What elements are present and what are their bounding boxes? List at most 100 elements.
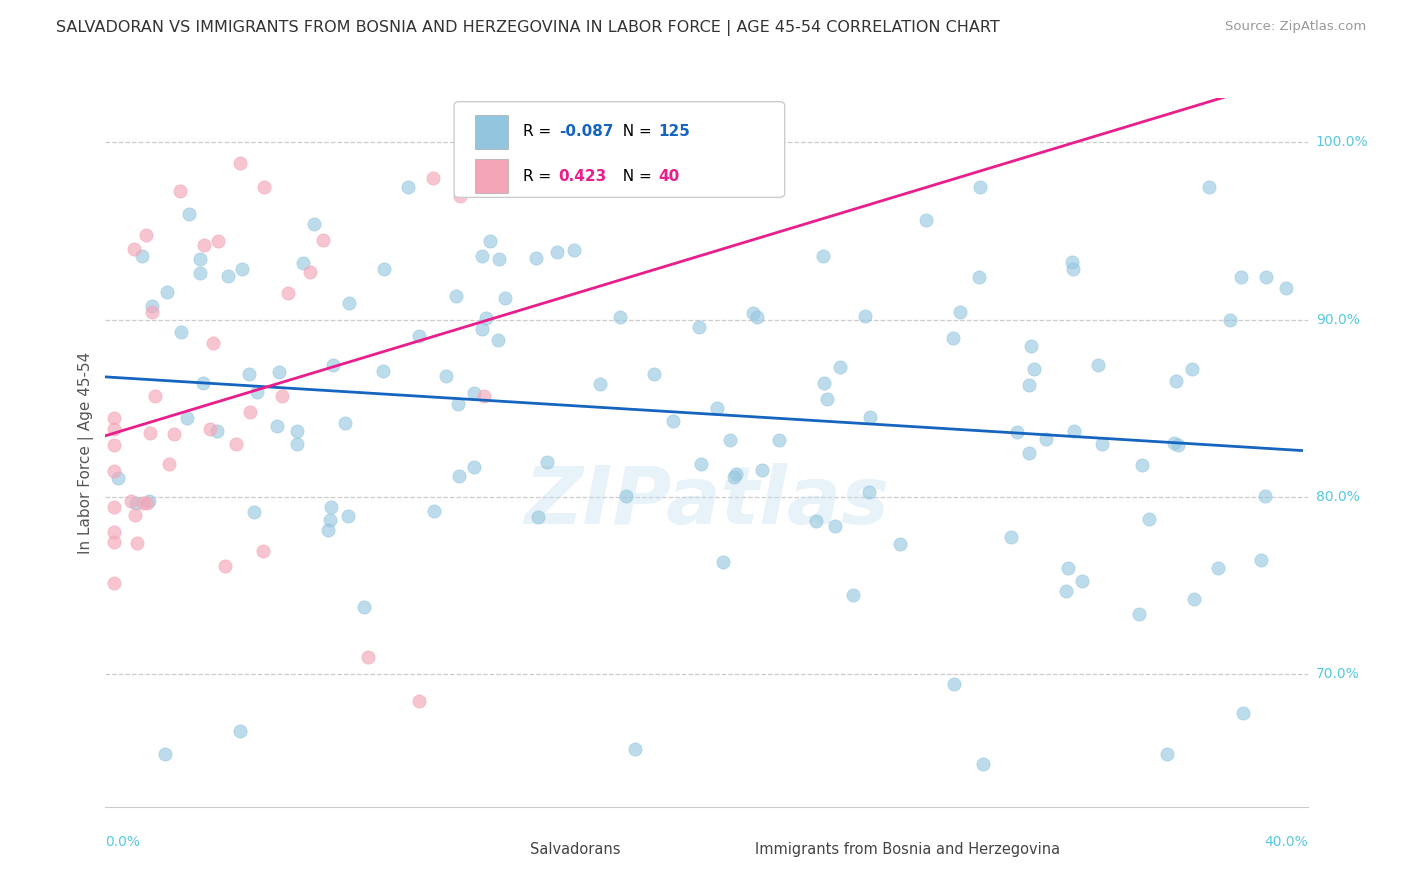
Point	[217, 269, 239, 284]
Point	[1022, 361, 1045, 376]
Point	[1057, 561, 1080, 575]
Point	[546, 245, 568, 260]
Point	[229, 724, 252, 739]
Point	[713, 556, 735, 570]
Point	[156, 285, 179, 299]
Point	[155, 747, 177, 761]
Point	[706, 401, 728, 415]
Point	[1005, 425, 1028, 439]
Point	[422, 171, 444, 186]
Point	[1198, 179, 1220, 194]
Point	[312, 233, 335, 247]
Point	[828, 360, 851, 375]
Point	[103, 500, 125, 514]
Point	[1054, 583, 1077, 598]
Point	[662, 414, 685, 428]
Point	[478, 234, 501, 248]
Text: ZIPatlas: ZIPatlas	[524, 463, 889, 541]
Point	[231, 262, 253, 277]
Point	[239, 405, 262, 419]
Point	[1128, 607, 1150, 621]
Point	[396, 179, 419, 194]
Point	[103, 576, 125, 591]
Point	[463, 385, 485, 400]
Point	[806, 515, 828, 529]
Point	[1137, 512, 1160, 526]
Point	[285, 437, 308, 451]
Point	[269, 365, 291, 379]
Point	[859, 409, 882, 424]
Point	[373, 261, 395, 276]
Point	[214, 558, 236, 573]
Point	[229, 155, 252, 169]
Point	[1091, 437, 1114, 451]
Point	[1018, 377, 1040, 392]
Text: Source: ZipAtlas.com: Source: ZipAtlas.com	[1226, 20, 1367, 33]
Point	[536, 455, 558, 469]
Point	[724, 467, 747, 482]
Point	[1206, 560, 1229, 574]
Point	[423, 503, 446, 517]
Point	[120, 494, 142, 508]
Text: 40: 40	[658, 169, 679, 184]
Point	[408, 328, 430, 343]
Point	[1254, 489, 1277, 503]
Point	[139, 426, 162, 441]
Point	[243, 505, 266, 519]
Point	[252, 544, 274, 558]
Point	[1071, 574, 1094, 588]
Text: 90.0%: 90.0%	[1316, 313, 1360, 326]
Point	[225, 436, 247, 450]
Point	[1130, 458, 1153, 472]
Point	[1156, 747, 1178, 761]
Point	[205, 424, 228, 438]
Point	[316, 523, 339, 537]
Point	[589, 376, 612, 391]
Point	[1163, 436, 1185, 450]
Point	[103, 422, 125, 436]
Point	[972, 757, 994, 772]
Text: 80.0%: 80.0%	[1316, 490, 1360, 504]
Point	[191, 376, 214, 391]
Point	[624, 741, 647, 756]
Point	[246, 384, 269, 399]
Point	[967, 270, 990, 285]
Text: SALVADORAN VS IMMIGRANTS FROM BOSNIA AND HERZEGOVINA IN LABOR FORCE | AGE 45-54 : SALVADORAN VS IMMIGRANTS FROM BOSNIA AND…	[56, 20, 1000, 36]
Point	[824, 518, 846, 533]
Point	[277, 286, 299, 301]
Text: 0.0%: 0.0%	[105, 835, 141, 849]
Point	[747, 310, 769, 324]
Point	[202, 336, 225, 351]
Point	[949, 305, 972, 319]
Point	[177, 207, 200, 221]
Point	[1063, 424, 1085, 438]
Point	[333, 417, 356, 431]
FancyBboxPatch shape	[709, 838, 748, 861]
Point	[357, 649, 380, 664]
Point	[969, 179, 991, 194]
Point	[811, 249, 834, 263]
Point	[198, 422, 221, 436]
Point	[1182, 591, 1205, 606]
Point	[1250, 553, 1272, 567]
Point	[124, 508, 146, 522]
Point	[751, 463, 773, 477]
Point	[488, 333, 510, 347]
Point	[103, 464, 125, 478]
FancyBboxPatch shape	[474, 115, 508, 149]
Point	[494, 291, 516, 305]
Point	[474, 310, 496, 325]
Point	[609, 310, 631, 325]
Point	[270, 388, 292, 402]
Point	[1254, 270, 1277, 285]
Point	[463, 459, 485, 474]
Point	[643, 367, 665, 381]
Point	[266, 419, 288, 434]
Point	[614, 489, 637, 503]
Point	[447, 397, 470, 411]
Point	[141, 305, 163, 319]
Text: R =: R =	[523, 169, 555, 184]
Point	[858, 484, 880, 499]
Point	[472, 389, 495, 403]
Text: 100.0%: 100.0%	[1316, 136, 1368, 150]
